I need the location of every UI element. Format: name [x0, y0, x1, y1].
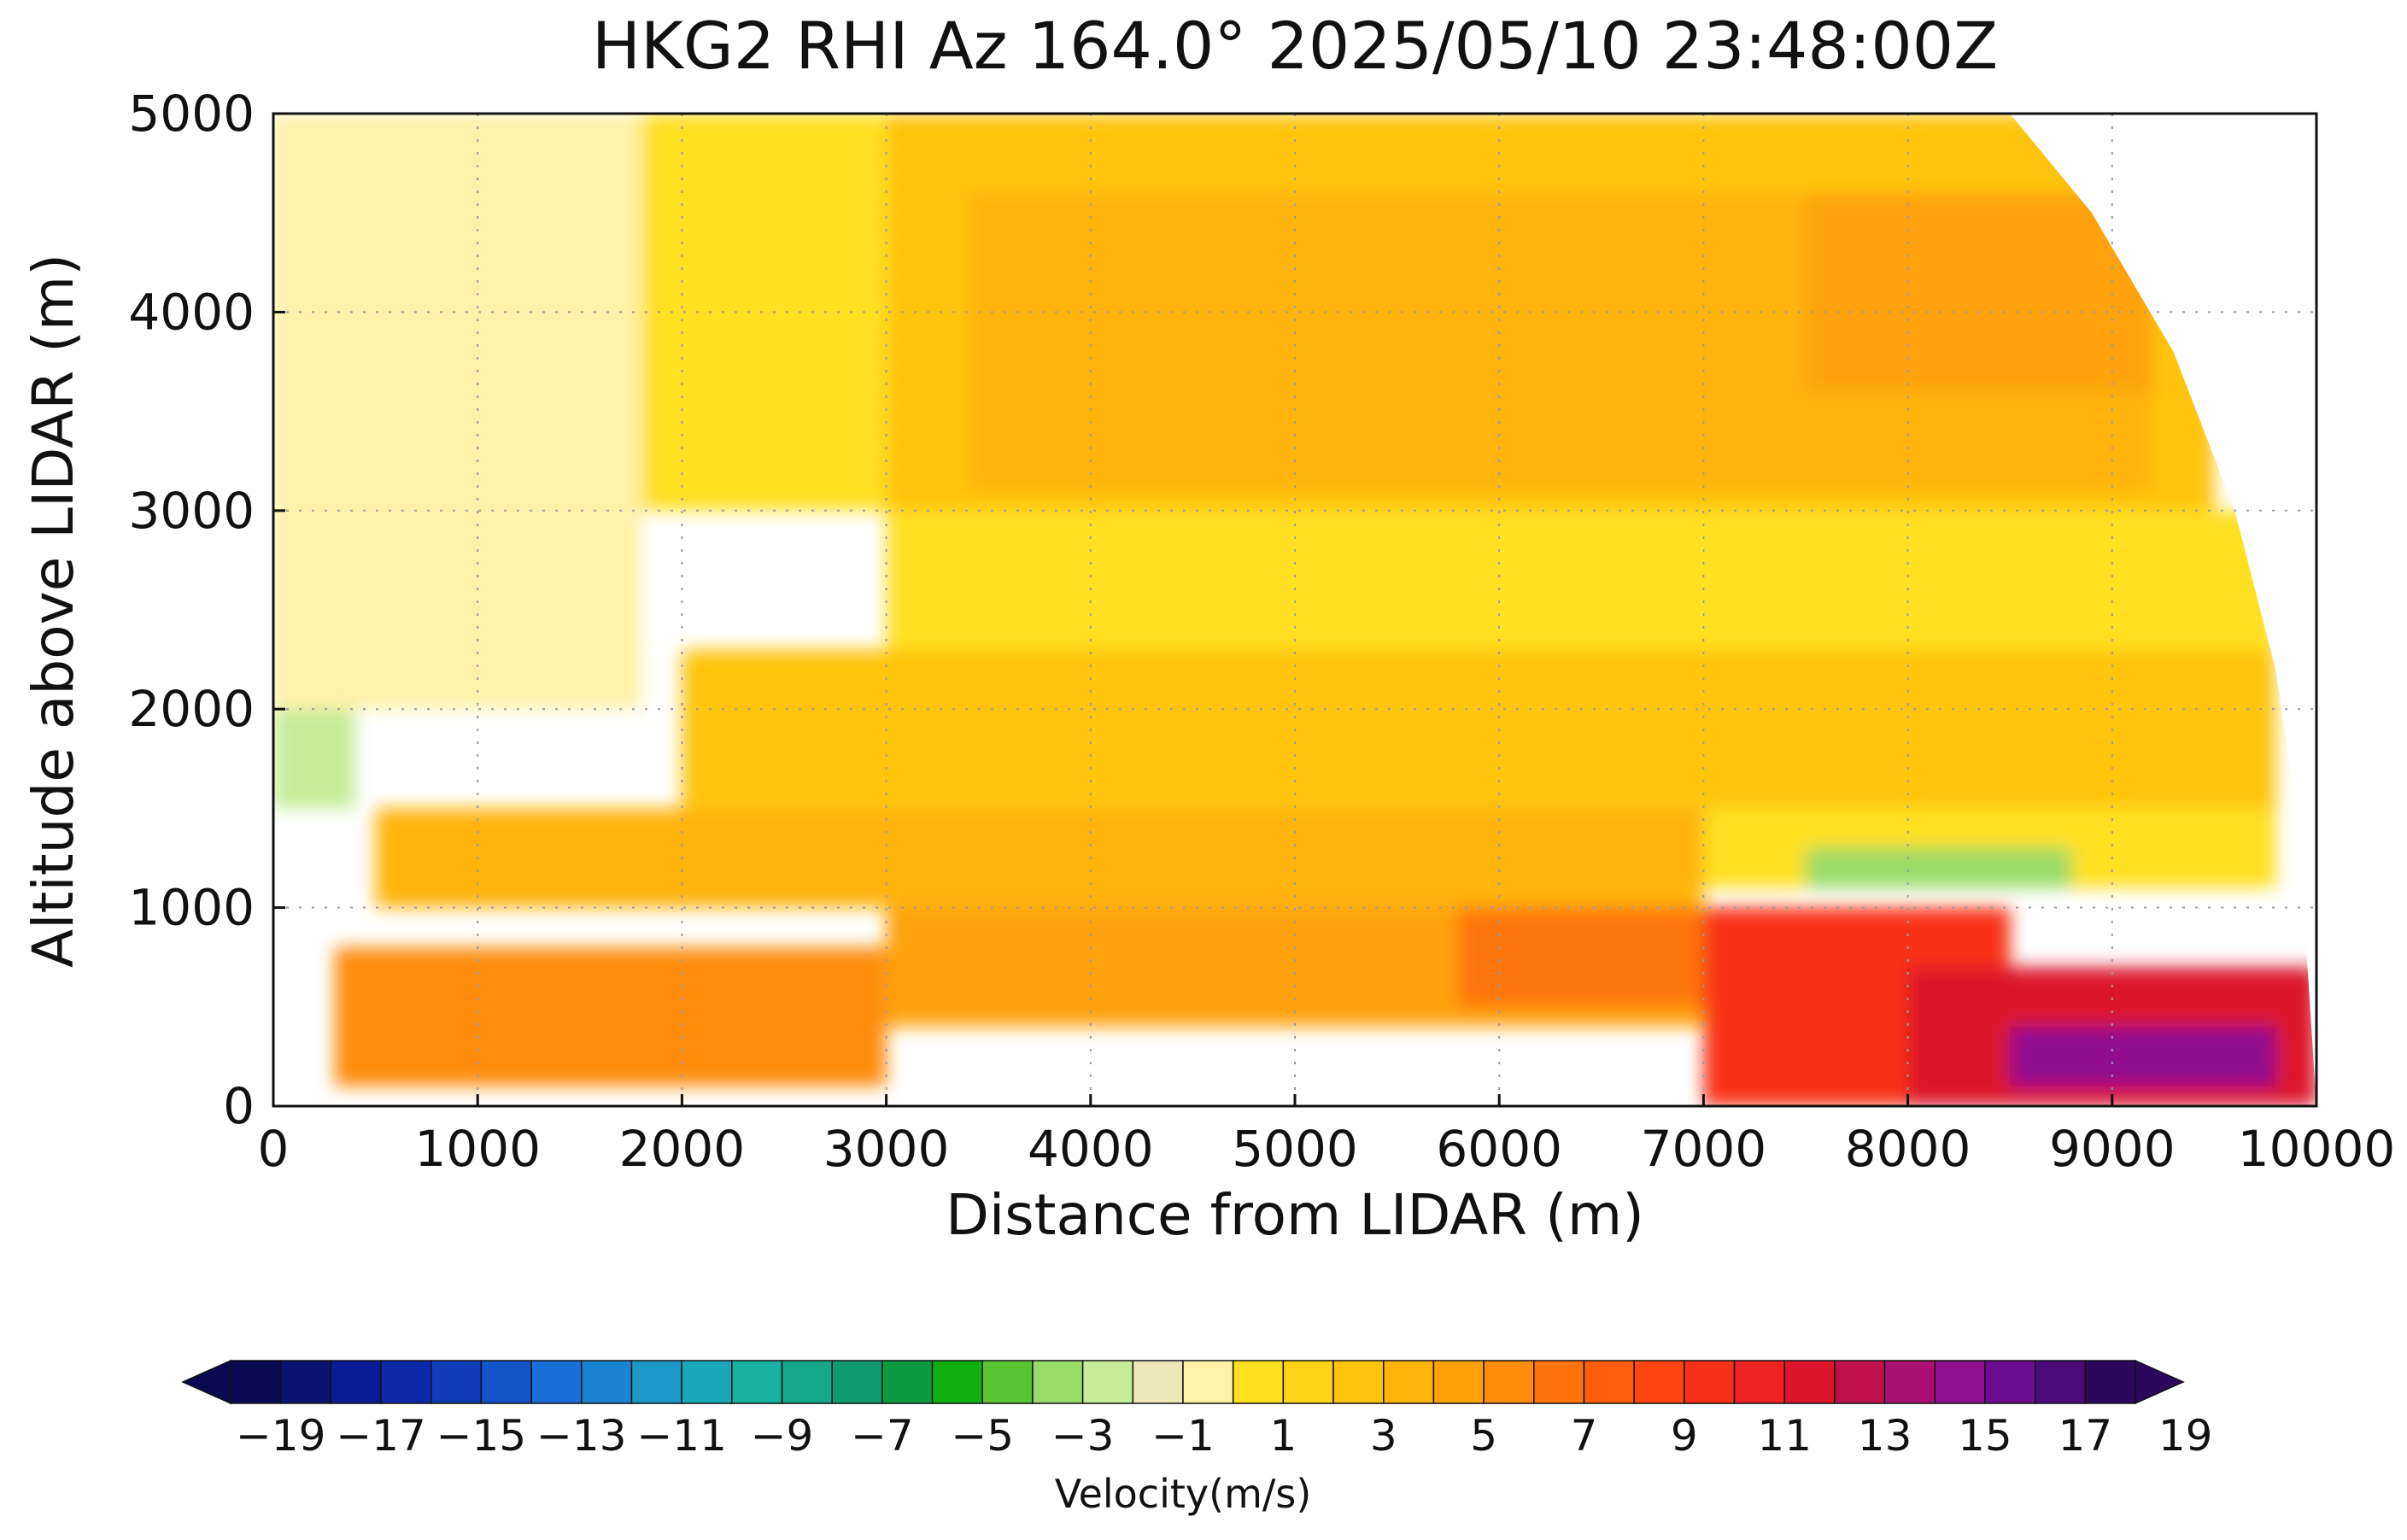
colorbar-tick-label: −3	[1051, 1411, 1115, 1461]
colorbar-swatch	[1984, 1360, 2036, 1404]
colorbar-swatch	[380, 1360, 432, 1404]
y-axis-label: Altitude above LIDAR (m)	[20, 254, 86, 968]
colorbar-swatch	[230, 1360, 282, 1404]
colorbar-swatch	[530, 1360, 583, 1404]
colorbar-swatch	[1583, 1360, 1635, 1404]
x-tick-label: 5000	[1232, 1120, 1358, 1178]
colorbar-tick-label: −7	[851, 1411, 914, 1461]
x-tick-label: 9000	[2049, 1120, 2176, 1178]
colorbar-swatch	[1282, 1360, 1334, 1404]
colorbar-tick-label: 11	[1757, 1411, 1812, 1461]
colorbar-tick-label: −11	[636, 1411, 727, 1461]
colorbar-label: Velocity(m/s)	[1055, 1471, 1312, 1517]
colorbar-swatch	[2084, 1360, 2136, 1404]
velocity-region	[886, 510, 2276, 650]
colorbar-tick-label: −17	[336, 1411, 426, 1461]
colorbar-tick-label: 17	[2059, 1411, 2113, 1461]
no-data-region	[2010, 114, 2316, 1106]
x-tick-label: 1000	[414, 1120, 541, 1178]
x-axis-label: Distance from LIDAR (m)	[946, 1182, 1644, 1248]
colorbar-swatch	[1684, 1360, 1736, 1404]
colorbar-tick-label: 9	[1671, 1411, 1698, 1461]
x-tick-label: 2000	[619, 1120, 746, 1178]
colorbar: −19 −17 −15 −13 −11 −9 −7 −5 −3 −1 1 3 5 7 9 11 13 15 17 19	[181, 1359, 2213, 1461]
colorbar-max-arrow	[2135, 1359, 2185, 1405]
colorbar-swatch	[1883, 1360, 1936, 1404]
velocity-field	[273, 114, 2316, 1106]
colorbar-swatch	[1032, 1360, 1084, 1404]
colorbar-swatch	[681, 1360, 733, 1404]
colorbar-swatch	[1834, 1360, 1886, 1404]
y-tick-label: 3000	[128, 482, 255, 540]
colorbar-tick-label: −19	[236, 1411, 326, 1461]
y-tick-label: 1000	[128, 879, 255, 937]
colorbar-tick-label: 19	[2158, 1411, 2213, 1461]
colorbar-tick-label: 7	[1571, 1411, 1598, 1461]
velocity-region	[641, 114, 887, 511]
colorbar-swatch	[630, 1360, 682, 1404]
colorbar-swatch	[1132, 1360, 1184, 1404]
colorbar-swatch	[581, 1360, 633, 1404]
colorbar-tick-label: 1	[1269, 1411, 1297, 1461]
colorbar-swatch	[1382, 1360, 1435, 1404]
colorbar-swatch	[1633, 1360, 1685, 1404]
colorbar-tick-label: −5	[951, 1411, 1014, 1461]
colorbar-swatch	[2034, 1360, 2087, 1404]
y-axis: 0 1000 2000 3000 4000 5000	[128, 85, 285, 1135]
velocity-region	[682, 649, 2276, 809]
x-tick-label: 8000	[1845, 1120, 1971, 1178]
colorbar-tick-label: −1	[1151, 1411, 1215, 1461]
colorbar-swatch	[430, 1360, 483, 1404]
colorbar-swatch	[1483, 1360, 1535, 1404]
colorbar-swatch	[831, 1360, 883, 1404]
colorbar-min-arrow	[181, 1359, 231, 1405]
y-tick-label: 4000	[128, 283, 255, 341]
velocity-region	[273, 114, 641, 710]
y-tick-label: 2000	[128, 680, 255, 738]
colorbar-swatch	[1182, 1360, 1234, 1404]
y-tick-label: 0	[223, 1077, 255, 1135]
colorbar-tick-label: 5	[1470, 1411, 1497, 1461]
colorbar-tick-label: −9	[751, 1411, 814, 1461]
chart-title: HKG2 RHI Az 164.0° 2025/05/10 23:48:00Z	[592, 8, 1998, 84]
velocity-region	[2010, 1027, 2276, 1086]
colorbar-swatch	[1533, 1360, 1585, 1404]
colorbar-swatch	[279, 1360, 332, 1404]
velocity-region	[1806, 847, 2071, 888]
colorbar-swatch	[731, 1360, 783, 1404]
x-axis: 0 1000 2000 3000 4000 5000 6000 7000 8000 9000 100…	[258, 1094, 2396, 1178]
colorbar-tick-label: 13	[1858, 1411, 1912, 1461]
colorbar-swatch	[1432, 1360, 1485, 1404]
colorbar-swatch	[881, 1360, 934, 1404]
y-tick-label: 5000	[128, 85, 255, 143]
colorbar-tick-label: 15	[1958, 1411, 2012, 1461]
x-tick-label: 4000	[1028, 1120, 1154, 1178]
colorbar-swatch	[1081, 1360, 1134, 1404]
colorbar-tick-label: −13	[536, 1411, 627, 1461]
x-tick-label: 6000	[1436, 1120, 1562, 1178]
colorbar-swatch	[1783, 1360, 1836, 1404]
colorbar-swatch	[1733, 1360, 1785, 1404]
colorbar-swatch	[1332, 1360, 1385, 1404]
velocity-region	[1806, 192, 2153, 392]
colorbar-tick-label: −15	[436, 1411, 527, 1461]
colorbar-swatch	[1232, 1360, 1285, 1404]
x-tick-label: 0	[258, 1120, 290, 1178]
colorbar-swatch	[931, 1360, 984, 1404]
colorbar-swatch	[1934, 1360, 1986, 1404]
plot-area	[272, 112, 2318, 1108]
colorbar-swatch	[781, 1360, 833, 1404]
x-tick-label: 7000	[1641, 1120, 1767, 1178]
x-tick-label: 10000	[2238, 1120, 2396, 1178]
velocity-region	[375, 808, 1704, 908]
x-tick-label: 3000	[823, 1120, 950, 1178]
velocity-region	[334, 947, 887, 1086]
colorbar-tick-label: 3	[1370, 1411, 1397, 1461]
colorbar-swatch	[480, 1360, 532, 1404]
colorbar-swatch	[330, 1360, 382, 1404]
colorbar-swatch	[981, 1360, 1034, 1404]
